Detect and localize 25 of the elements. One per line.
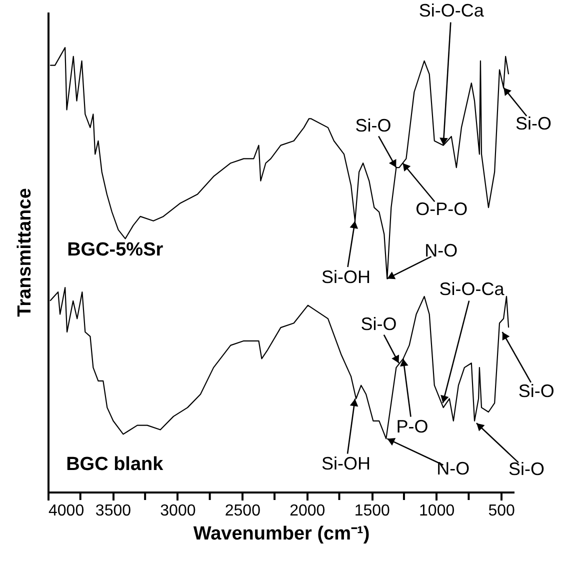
annotation: N-O bbox=[424, 240, 458, 261]
annotation: Si-O bbox=[355, 116, 392, 136]
series-label: BGC blank bbox=[66, 454, 164, 475]
annotation: Si-O bbox=[508, 459, 544, 480]
x-tick-label: 500 bbox=[488, 502, 515, 520]
annotation: Si-OH bbox=[322, 266, 371, 287]
annotation: P-O bbox=[396, 416, 428, 437]
x-tick-label: 2000 bbox=[290, 502, 326, 520]
x-tick-label: 3000 bbox=[160, 502, 196, 520]
annotation: Si-O-Ca bbox=[418, 0, 485, 20]
annotation: O-P-O bbox=[416, 199, 468, 220]
annotation: Si-OH bbox=[322, 454, 371, 474]
series-label: BGC-5%Sr bbox=[67, 239, 164, 260]
x-axis-title: Wavenumber (cm⁻¹) bbox=[193, 524, 370, 544]
x-tick-label: 1500 bbox=[354, 502, 390, 520]
x-tick-label: 1000 bbox=[419, 502, 455, 520]
annotation: Si-O bbox=[518, 381, 554, 401]
x-tick-label: 2500 bbox=[224, 502, 261, 520]
annotation: N-O bbox=[436, 458, 470, 479]
y-axis-title: Transmittance bbox=[14, 188, 36, 317]
annotation: Si-O-Ca bbox=[439, 279, 506, 300]
x-tick-label: 3500 bbox=[95, 502, 132, 520]
annotation: Si-O bbox=[516, 114, 552, 134]
annotation: Si-O bbox=[360, 314, 397, 334]
x-tick-label: 4000 bbox=[48, 502, 84, 520]
